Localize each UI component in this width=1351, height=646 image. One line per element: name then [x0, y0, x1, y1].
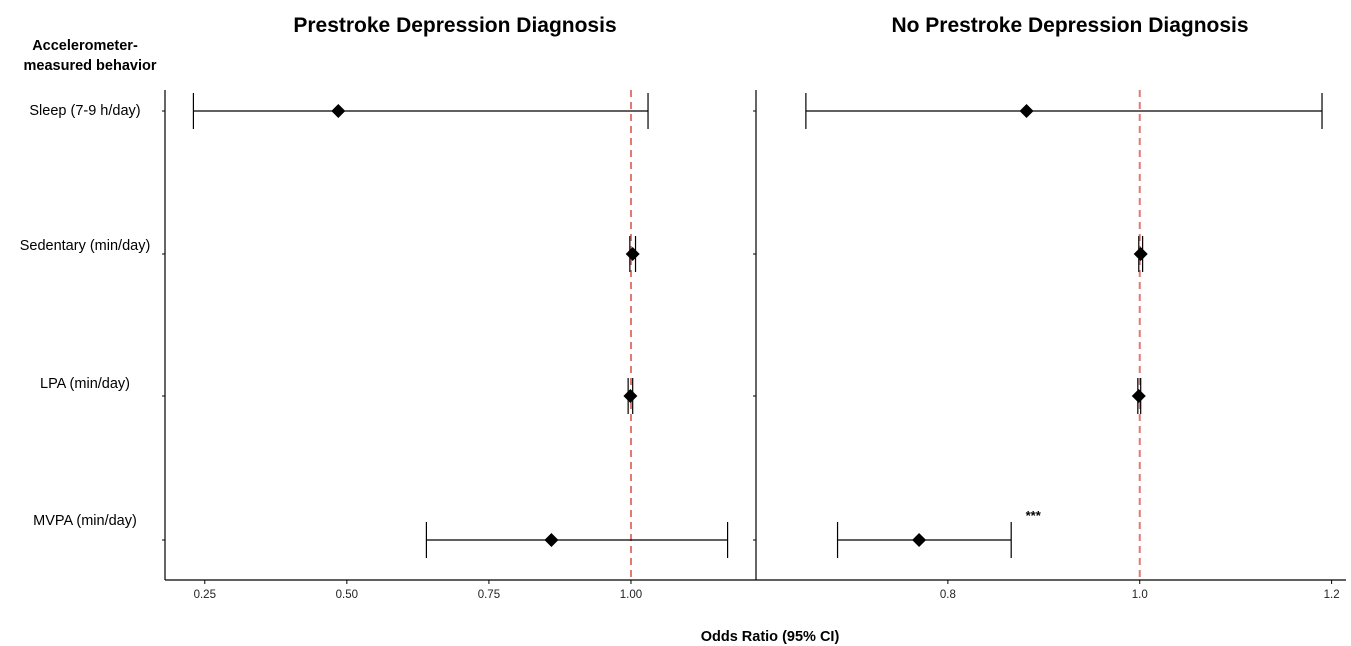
row-label: LPA (min/day) [40, 376, 130, 392]
x-tick-label: 1.0 [1132, 589, 1148, 601]
panel-title: No Prestroke Depression Diagnosis [891, 14, 1248, 37]
x-tick-label: 0.75 [478, 589, 500, 601]
panel-no-prestroke-depression: No Prestroke Depression Diagnosis 0.8 1.0… [753, 14, 1346, 601]
x-tick-label: 1.00 [620, 589, 642, 601]
significance-annotation: *** [1026, 508, 1042, 523]
odds-ratio-marker [1131, 389, 1146, 403]
panel-prestroke-depression: Prestroke Depression Diagnosis 0.25 0.50 0… [162, 14, 756, 601]
estimate-3 [1131, 378, 1146, 414]
row-labels: Sleep (7-9 h/day) Sedentary (min/day) LPA … [20, 103, 151, 529]
panel-title: Prestroke Depression Diagnosis [293, 14, 616, 37]
odds-ratio-marker [912, 533, 927, 547]
row-label: Sleep (7-9 h/day) [29, 103, 140, 119]
row-header-line-1: Accelerometer- [32, 38, 138, 54]
x-tick-label: 0.50 [336, 589, 358, 601]
row-label: Sedentary (min/day) [20, 238, 151, 254]
odds-ratio-marker [544, 533, 559, 547]
odds-ratio-marker [1133, 247, 1148, 261]
estimate-4: *** [836, 508, 1042, 558]
estimate-3 [623, 378, 638, 414]
row-header-line-2: measured behavior [24, 58, 157, 74]
x-tick-label: 1.2 [1324, 589, 1340, 601]
odds-ratio-marker [331, 104, 346, 118]
x-axis-label: Odds Ratio (95% CI) [701, 629, 840, 645]
estimate-2 [625, 236, 640, 272]
odds-ratio-marker [1019, 104, 1034, 118]
estimate-1 [805, 93, 1323, 129]
estimate-1 [192, 93, 649, 129]
row-label: MVPA (min/day) [33, 513, 137, 529]
odds-ratio-marker [623, 389, 638, 403]
estimate-4 [425, 522, 729, 558]
x-tick-label: 0.8 [940, 589, 956, 601]
x-tick-label: 0.25 [194, 589, 216, 601]
estimate-2 [1133, 236, 1148, 272]
odds-ratio-marker [625, 247, 640, 261]
